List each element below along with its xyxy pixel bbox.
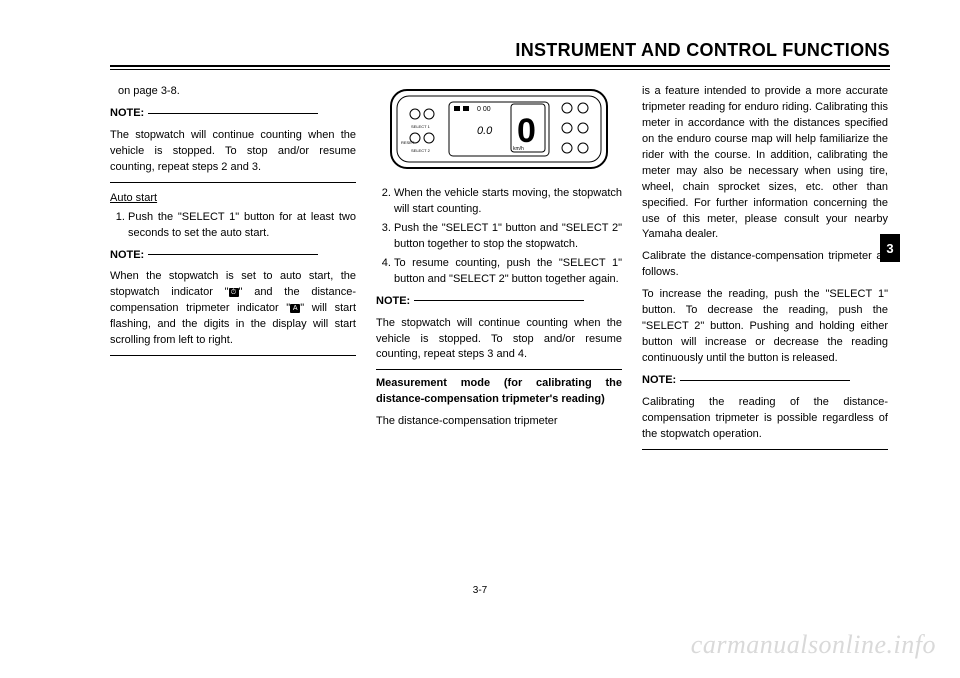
meter-svg: SELECT 1 SELECT 2 RESET 0 00 0 km/h [389,84,609,176]
measurement-mode-heading: Measurement mode (for calibrating the di… [376,376,622,408]
note-block: NOTE: [642,373,888,389]
note-end-rule [642,449,888,450]
column-3: is a feature intended to provide a more … [642,84,888,456]
note-body: When the stopwatch is set to auto start,… [110,269,356,349]
note-rule [680,380,850,381]
chapter-tab: 3 [880,234,900,262]
continued-text: on page 3-8. [110,84,356,100]
col3-para2: Calibrate the distance-compensation trip… [642,249,888,281]
column-1: on page 3-8. NOTE: The stopwatch will co… [110,84,356,456]
note-label: NOTE: [110,249,144,261]
page-header: INSTRUMENT AND CONTROL FUNCTIONS [110,40,890,61]
meter-top-readout: 0 00 [477,106,491,113]
meter-reset-label: RESET [401,140,415,145]
note-block: NOTE: [110,248,356,264]
note-label: NOTE: [642,374,676,386]
step-3: Push the "SELECT 1" button and "SELECT 2… [394,221,622,253]
note-body: The stopwatch will continue counting whe… [110,128,356,176]
column-2: SELECT 1 SELECT 2 RESET 0 00 0 km/h [376,84,622,456]
meter-illustration: SELECT 1 SELECT 2 RESET 0 00 0 km/h [389,84,609,176]
note-rule [414,300,584,301]
measurement-mode-lead: The distance-compensation tripmeter [376,414,622,430]
col3-para3: To increase the reading, push the "SELEC… [642,287,888,367]
meter-select2-label: SELECT 2 [411,148,431,153]
note-end-rule [376,369,622,370]
auto-start-heading: Auto start [110,191,356,207]
meter-small-readout: 0.0 [477,125,493,137]
section-title: INSTRUMENT AND CONTROL FUNCTIONS [515,40,890,60]
auto-start-steps: Push the "SELECT 1" button for at least … [110,210,356,242]
header-rule [110,65,890,70]
note-label: NOTE: [110,107,144,119]
meter-select1-label: SELECT 1 [411,124,431,129]
note-body: Calibrating the reading of the distance-… [642,395,888,443]
trip-a-icon: A [290,304,300,313]
note-body: The stopwatch will continue counting whe… [376,316,622,364]
note-label: NOTE: [376,295,410,307]
note-rule [148,254,318,255]
note-end-rule [110,355,356,356]
watermark-text: carmanualsonline.info [691,630,936,660]
note-block: NOTE: [376,294,622,310]
manual-page: INSTRUMENT AND CONTROL FUNCTIONS on page… [0,0,960,678]
body-columns: on page 3-8. NOTE: The stopwatch will co… [110,84,890,456]
note-end-rule [110,182,356,183]
meter-unit-label: km/h [513,146,524,152]
auto-start-steps-cont: When the vehicle starts moving, the stop… [376,186,622,288]
step-2: When the vehicle starts moving, the stop… [394,186,622,218]
chapter-number: 3 [886,241,893,256]
note-rule [148,113,318,114]
col3-para1: is a feature intended to provide a more … [642,84,888,243]
note-block: NOTE: [110,106,356,122]
step-4: To resume counting, push the "SELECT 1" … [394,256,622,288]
stopwatch-icon: ⏱ [229,288,239,297]
meter-big-digit: 0 [517,112,536,150]
step-1: Push the "SELECT 1" button for at least … [128,210,356,242]
page-number: 3-7 [473,585,487,596]
